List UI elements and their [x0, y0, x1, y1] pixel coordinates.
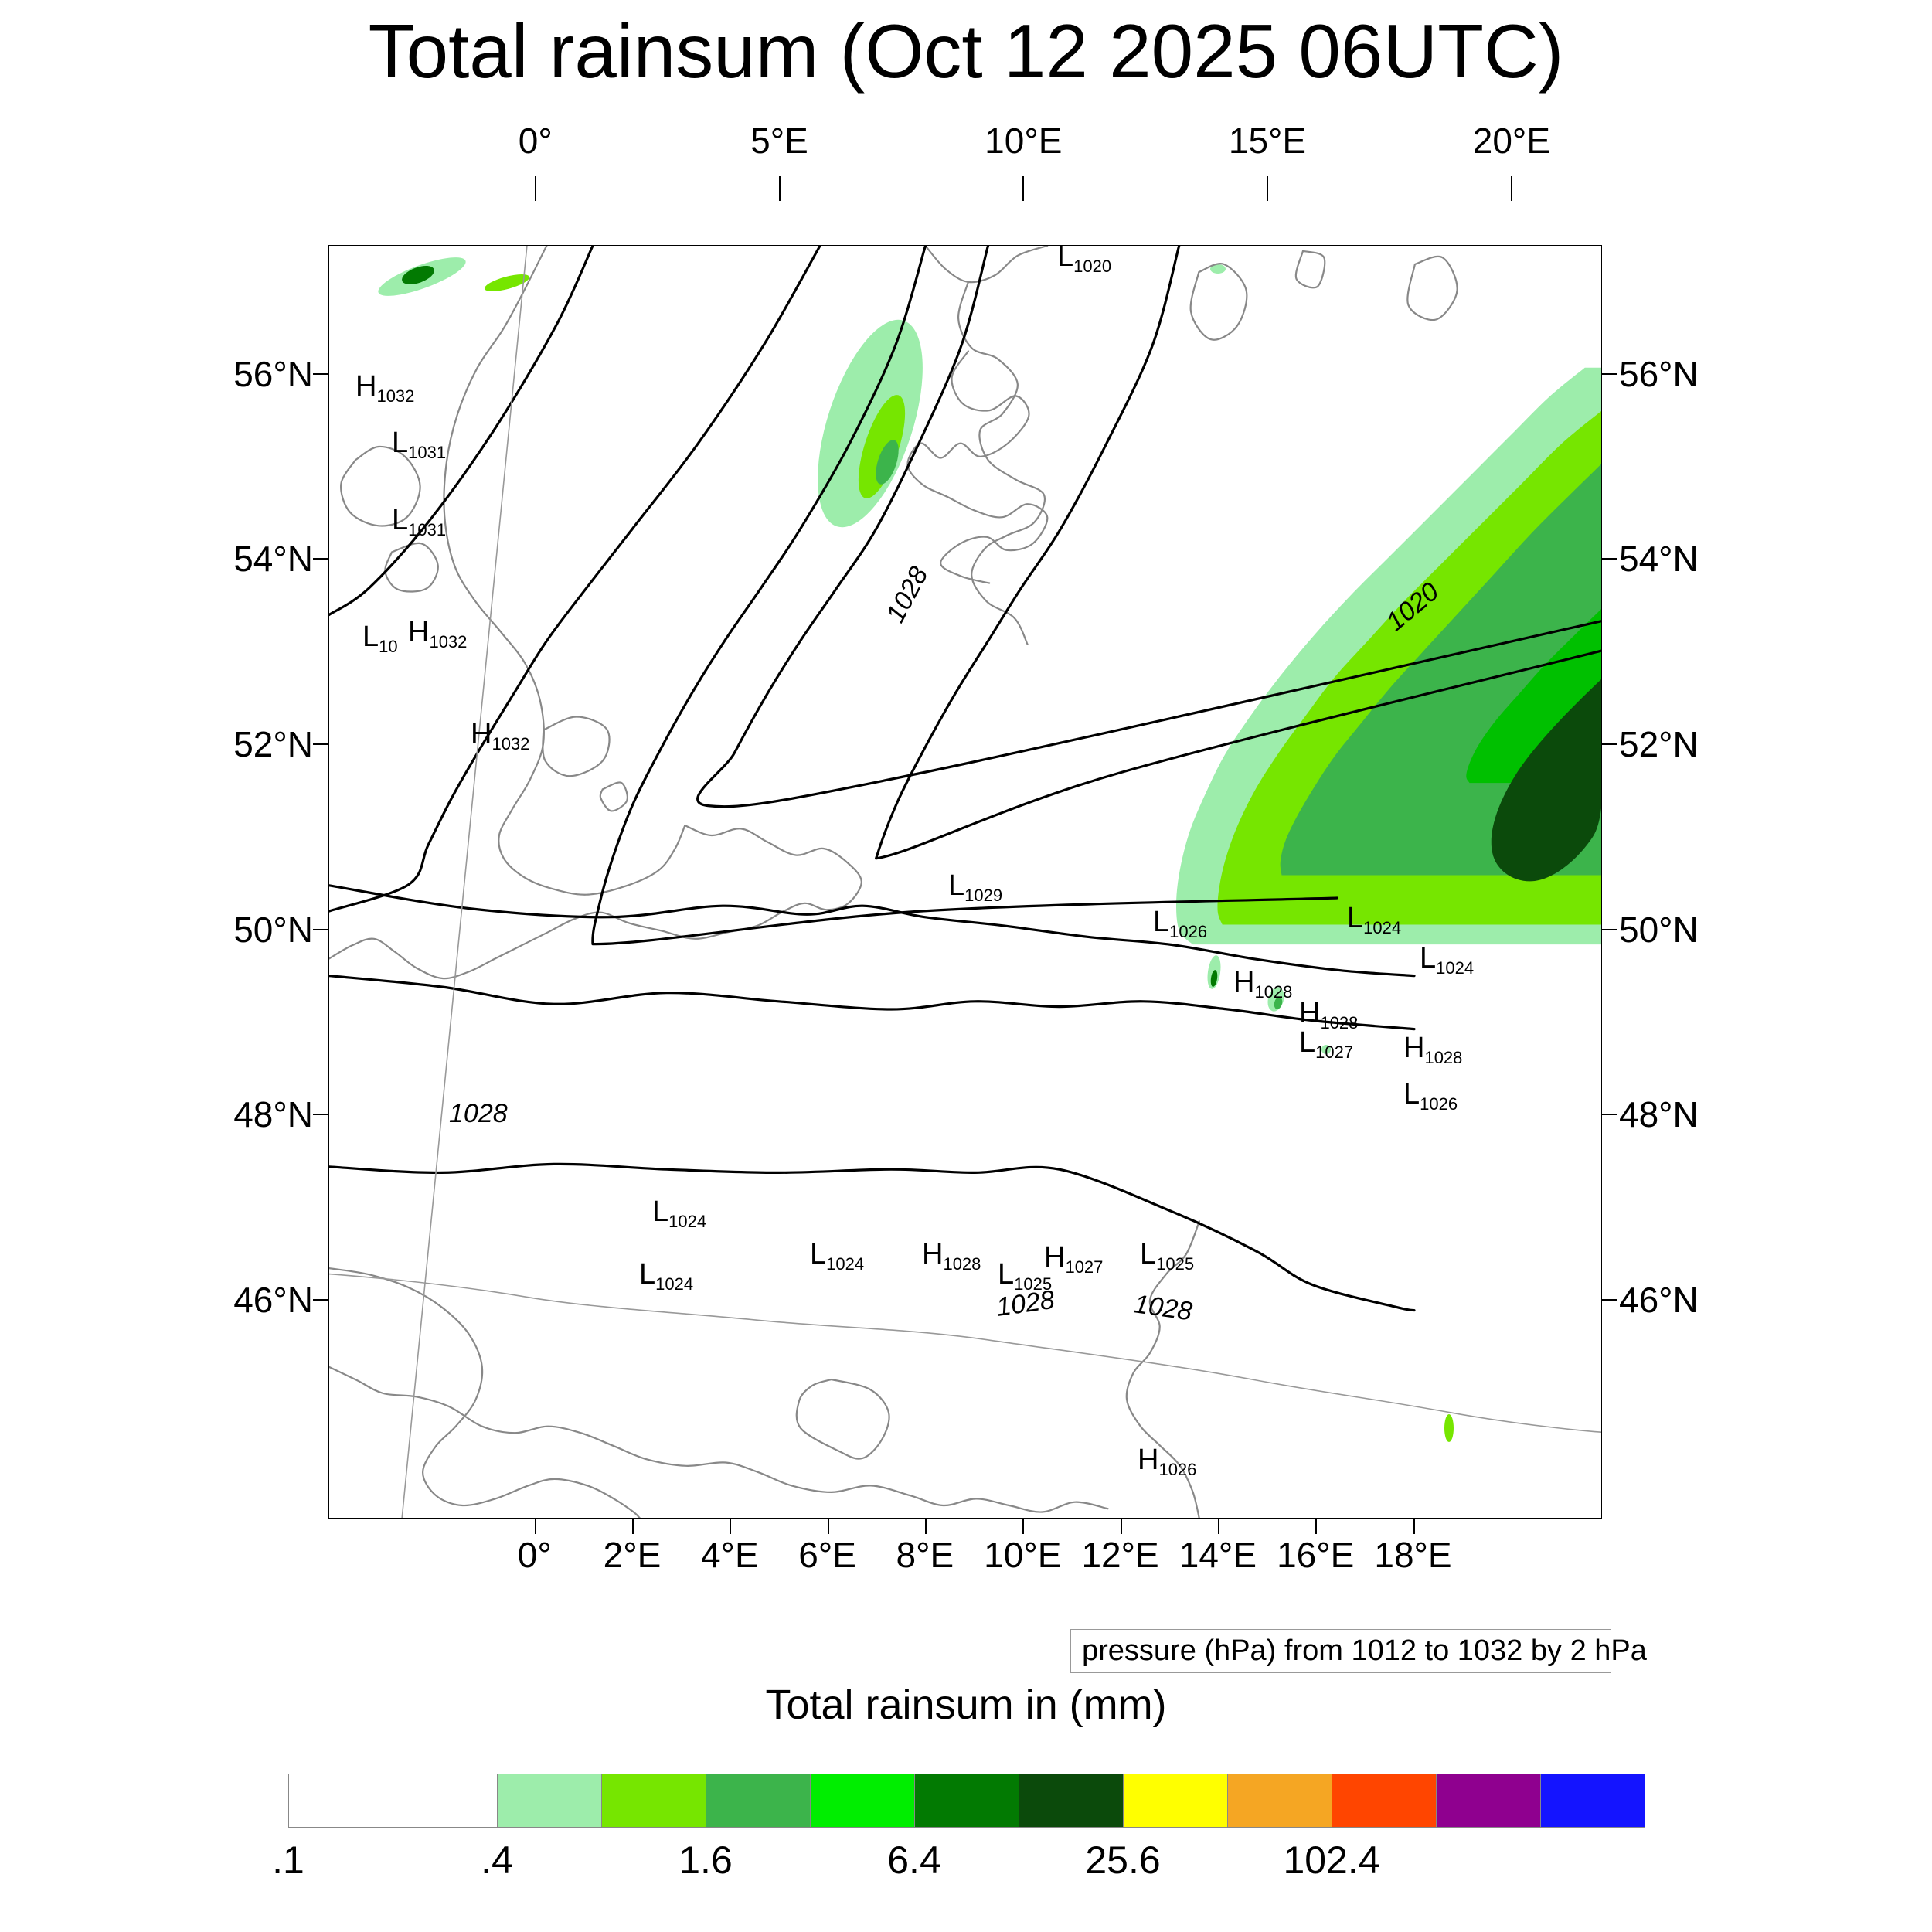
svg-text:L1024: L1024 [652, 1196, 706, 1231]
svg-text:L1029: L1029 [948, 869, 1002, 905]
svg-text:H1032: H1032 [471, 718, 529, 753]
svg-text:L1026: L1026 [1403, 1078, 1458, 1114]
svg-text:1028: 1028 [1132, 1289, 1194, 1326]
svg-text:L1024: L1024 [639, 1258, 693, 1294]
svg-text:L1025: L1025 [1140, 1238, 1194, 1274]
svg-text:L1024: L1024 [810, 1238, 864, 1274]
svg-text:1028: 1028 [881, 562, 934, 628]
svg-text:H1028: H1028 [922, 1238, 981, 1274]
svg-text:L1020: L1020 [1057, 246, 1111, 276]
svg-text:H1028: H1028 [1403, 1032, 1462, 1067]
svg-text:L1031: L1031 [392, 427, 446, 462]
svg-text:H1032: H1032 [408, 616, 467, 651]
svg-text:H1027: H1027 [1044, 1241, 1103, 1277]
svg-text:L10: L10 [362, 621, 398, 656]
svg-text:H1028: H1028 [1233, 966, 1292, 1002]
svg-text:H1026: H1026 [1138, 1444, 1196, 1479]
svg-text:H1032: H1032 [355, 370, 414, 406]
svg-text:L1024: L1024 [1420, 942, 1474, 978]
svg-text:1028: 1028 [449, 1099, 508, 1128]
